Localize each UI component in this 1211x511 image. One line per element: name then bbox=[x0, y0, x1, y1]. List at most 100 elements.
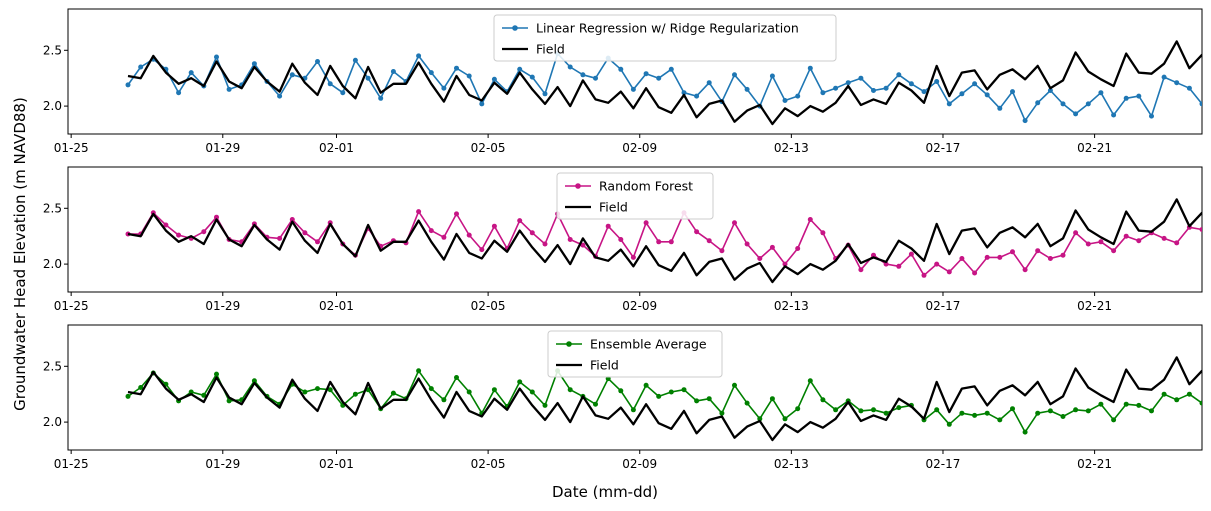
data-point bbox=[517, 379, 523, 385]
x-tick-label: 02-17 bbox=[926, 457, 961, 471]
data-point bbox=[997, 254, 1003, 260]
data-point bbox=[1111, 112, 1117, 118]
data-point bbox=[138, 385, 144, 390]
data-point bbox=[858, 75, 864, 81]
data-point bbox=[946, 421, 952, 427]
data-point bbox=[668, 239, 674, 245]
data-point bbox=[1047, 256, 1053, 261]
x-tick-label: 02-09 bbox=[622, 141, 657, 155]
x-tick-label: 02-21 bbox=[1077, 141, 1112, 155]
data-point bbox=[1123, 95, 1129, 101]
chart-panel-1: 01-25 01-29 02-01 02-05 02-09 02-13 02-17 02-21… bbox=[43, 8, 1203, 155]
data-point bbox=[630, 86, 636, 92]
data-point bbox=[681, 90, 687, 96]
data-point bbox=[883, 410, 889, 416]
data-point bbox=[1149, 408, 1154, 414]
data-point bbox=[1085, 241, 1091, 247]
data-point bbox=[1035, 248, 1041, 254]
data-point bbox=[327, 81, 333, 87]
data-point bbox=[567, 237, 573, 242]
data-point bbox=[1060, 414, 1066, 419]
y-tick-label: 2.5 bbox=[43, 359, 62, 373]
data-point bbox=[732, 220, 737, 226]
data-point bbox=[138, 64, 144, 70]
data-point bbox=[1186, 85, 1192, 91]
legend-label: Random Forest bbox=[599, 179, 693, 194]
data-point bbox=[871, 252, 876, 258]
data-point bbox=[984, 410, 990, 416]
data-point bbox=[1098, 239, 1104, 245]
x-tick-label: 02-13 bbox=[774, 299, 809, 313]
data-point bbox=[188, 389, 194, 395]
legend: Linear Regression w/ Ridge Regularizatio… bbox=[493, 14, 837, 62]
data-point bbox=[302, 230, 308, 236]
legend-marker-swatch bbox=[575, 183, 581, 189]
data-point bbox=[782, 261, 788, 267]
data-point bbox=[327, 387, 333, 393]
data-point bbox=[643, 71, 649, 77]
data-point bbox=[1136, 238, 1142, 244]
data-point bbox=[972, 412, 978, 418]
data-point bbox=[1047, 88, 1053, 93]
data-point bbox=[567, 64, 573, 70]
data-point bbox=[1111, 248, 1117, 254]
legend-label: Field bbox=[599, 200, 628, 215]
data-point bbox=[542, 241, 548, 247]
data-point bbox=[618, 388, 624, 394]
x-tick-label: 01-25 bbox=[54, 457, 89, 471]
data-point bbox=[820, 90, 826, 96]
data-point bbox=[491, 223, 497, 229]
data-point bbox=[466, 73, 472, 79]
x-tick-label: 02-13 bbox=[774, 457, 809, 471]
data-point bbox=[542, 402, 548, 408]
x-tick-label: 02-01 bbox=[319, 141, 354, 155]
data-point bbox=[163, 222, 169, 228]
data-point bbox=[833, 407, 839, 413]
data-point bbox=[1186, 391, 1192, 397]
data-point bbox=[454, 211, 459, 217]
data-point bbox=[1022, 118, 1028, 124]
data-point bbox=[972, 270, 978, 276]
data-point bbox=[428, 228, 434, 234]
data-point bbox=[352, 57, 358, 63]
x-tick-label: 01-29 bbox=[205, 299, 240, 313]
data-point bbox=[984, 254, 990, 260]
chart-panels: 01-25 01-29 02-01 02-05 02-09 02-13 02-17 02-21… bbox=[43, 8, 1203, 471]
field-series bbox=[127, 40, 1202, 126]
data-point bbox=[858, 267, 864, 273]
data-point bbox=[201, 229, 207, 235]
legend-label: Field bbox=[536, 42, 565, 57]
data-point bbox=[795, 246, 801, 251]
data-point bbox=[706, 238, 712, 244]
x-tick-label: 02-13 bbox=[774, 141, 809, 155]
data-point bbox=[1010, 249, 1015, 255]
x-axis-label: Date (mm-dd) bbox=[552, 483, 658, 501]
x-tick-label: 02-05 bbox=[471, 141, 506, 155]
data-point bbox=[807, 378, 813, 384]
data-point bbox=[934, 79, 940, 84]
data-point bbox=[214, 214, 219, 220]
data-point bbox=[491, 76, 497, 82]
data-point bbox=[1149, 113, 1154, 119]
x-tick-label: 01-29 bbox=[205, 457, 240, 471]
data-point bbox=[454, 375, 459, 380]
data-point bbox=[416, 53, 422, 59]
data-point bbox=[529, 389, 535, 395]
legend-label: Ensemble Average bbox=[590, 337, 707, 352]
data-point bbox=[517, 66, 523, 72]
data-point bbox=[769, 244, 775, 250]
data-point bbox=[251, 378, 257, 384]
data-point bbox=[176, 90, 182, 96]
legend: Ensemble Average Field bbox=[547, 330, 723, 378]
data-point bbox=[782, 416, 788, 422]
data-point bbox=[529, 230, 535, 236]
data-point bbox=[1010, 406, 1015, 412]
data-point bbox=[643, 220, 649, 226]
data-point bbox=[416, 368, 422, 374]
data-point bbox=[795, 93, 801, 99]
data-point bbox=[1098, 401, 1104, 407]
legend: Random Forest Field bbox=[556, 172, 714, 220]
data-point bbox=[997, 417, 1003, 423]
